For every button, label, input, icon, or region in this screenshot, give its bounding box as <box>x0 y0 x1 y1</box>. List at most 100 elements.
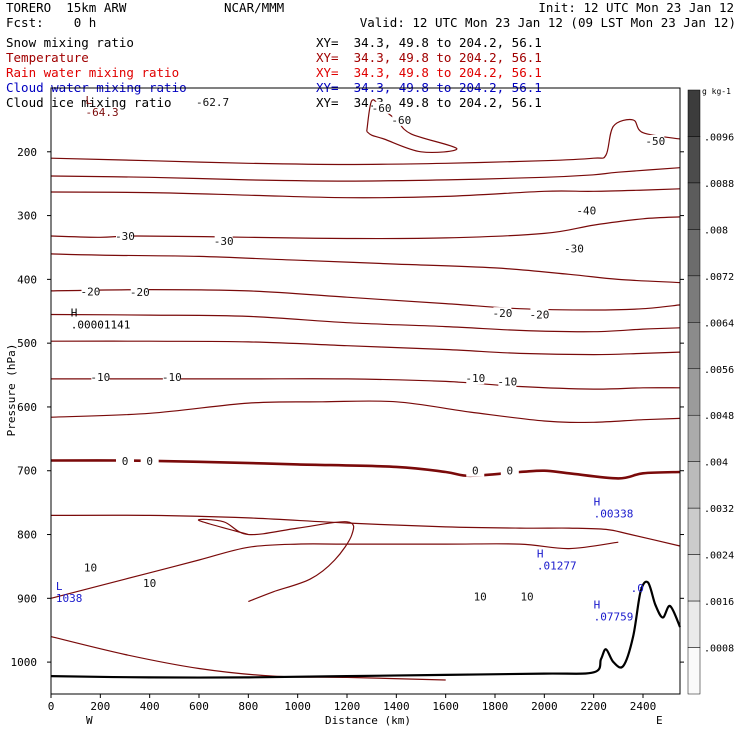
colorbar-tick-label: .0096 <box>704 132 734 143</box>
contour-label-bg <box>500 464 519 477</box>
contour-label-bg <box>140 455 159 468</box>
colorbar-swatch <box>687 275 701 323</box>
colorbar-swatch <box>687 414 701 462</box>
forecast-hour: Fcst: 0 h <box>6 15 97 30</box>
init-time: Init: 12 UTC Mon 23 Jan 12 <box>538 0 734 15</box>
extremum-value: .01277 <box>537 560 577 573</box>
organization-label: NCAR/MMM <box>224 0 285 15</box>
colorbar-tick-label: .0072 <box>704 272 734 283</box>
temperature-contour <box>50 459 681 480</box>
contour-label: -40 <box>576 204 596 217</box>
extremum-value: 1038 <box>56 592 83 605</box>
contour-label: -30 <box>115 230 135 243</box>
contour-label-bg <box>203 96 222 109</box>
west-end-label: W <box>86 714 93 727</box>
colorbar-tick-label: .004 <box>704 458 728 469</box>
contour-label: -10 <box>497 375 517 388</box>
x-tick-label: 2000 <box>531 700 558 713</box>
contour-label: -30 <box>214 235 234 248</box>
contour-label-bg <box>372 101 391 114</box>
x-tick-label: 1000 <box>284 700 311 713</box>
extremum-symbol: H <box>537 548 544 561</box>
contour-label-bg <box>392 113 411 126</box>
contour-label-bg <box>466 464 485 477</box>
temperature-contour <box>50 167 681 182</box>
colorbar-tick-label: .0016 <box>704 597 734 608</box>
contour-label-bg <box>530 308 549 321</box>
contour-label: 0 <box>146 455 153 468</box>
extremum-value: .0 <box>631 582 644 595</box>
x-tick-label: 400 <box>140 700 160 713</box>
contour-label: 10 <box>143 577 156 590</box>
colorbar-tick-label: .008 <box>704 225 728 236</box>
contour-label-bg <box>214 235 233 248</box>
colorbar-swatch <box>687 136 701 184</box>
model-title: TORERO 15km ARW <box>6 0 127 15</box>
extremum-value: .00001141 <box>71 318 131 331</box>
x-axis-title: Distance (km) <box>325 714 411 727</box>
temperature-contour <box>50 119 681 166</box>
colorbar-unit: g kg-1 <box>702 87 731 96</box>
y-tick-label: 1000 <box>11 656 38 669</box>
contour-label: -60 <box>391 114 411 127</box>
contour-label-bg <box>564 242 583 255</box>
x-tick-label: 0 <box>48 700 55 713</box>
contour-label: -20 <box>81 285 101 298</box>
contour-label-bg <box>162 370 181 383</box>
y-axis-title: Pressure (hPa) <box>5 344 18 437</box>
terrain-line <box>50 580 682 679</box>
field-xy-temperature: XY= 34.3, 49.8 to 204.2, 56.1 <box>316 50 542 65</box>
y-tick-label: 200 <box>17 146 37 159</box>
extremum-symbol: H <box>71 306 78 319</box>
field-name-cloud-ice: Cloud ice mixing ratio <box>6 95 172 110</box>
contour-label: -62.7 <box>196 96 229 109</box>
contour-label-bg <box>81 561 100 574</box>
contour-label: 0 <box>506 465 513 478</box>
temperature-contour <box>51 378 681 390</box>
temperature-contour <box>50 313 681 333</box>
colorbar-tick-label: .0008 <box>704 644 734 655</box>
contour-label-bg <box>646 134 665 147</box>
contour-label: -10 <box>90 371 110 384</box>
contour-label: -30 <box>564 243 584 256</box>
valid-time: Valid: 12 UTC Mon 23 Jan 12 (09 LST Mon … <box>359 15 736 30</box>
contour-label-bg <box>518 590 537 603</box>
colorbar-swatch <box>687 229 701 277</box>
temperature-contour <box>50 636 446 681</box>
field-xy-rain: XY= 34.3, 49.8 to 204.2, 56.1 <box>316 65 542 80</box>
contour-label-bg <box>466 372 485 385</box>
contour-label-bg <box>498 375 517 388</box>
contour-label: -20 <box>529 308 549 321</box>
extremum-value: -64.3 <box>86 106 119 119</box>
temperature-contour <box>50 253 681 284</box>
contour-label-bg <box>493 307 512 320</box>
field-name-rain: Rain water mixing ratio <box>6 65 180 80</box>
colorbar-swatch <box>687 368 701 416</box>
colorbar-swatch <box>687 89 701 137</box>
colorbar-swatch <box>687 322 701 370</box>
x-tick-label: 200 <box>90 700 110 713</box>
contour-label: 10 <box>520 590 533 603</box>
temperature-contour <box>50 400 681 424</box>
temperature-contour <box>197 518 355 603</box>
y-tick-label: 300 <box>17 210 37 223</box>
extrema-markers: L-64.3H.00001141L1038H.00338H.01277H.077… <box>56 94 644 624</box>
y-tick-label: 800 <box>17 529 37 542</box>
colorbar-swatch <box>687 182 701 230</box>
contour-label-bg <box>140 577 159 590</box>
contour-label: 10 <box>474 590 487 603</box>
contour-label-bg <box>471 590 490 603</box>
contour-label-bg <box>116 455 134 468</box>
field-xy-snow: XY= 34.3, 49.8 to 204.2, 56.1 <box>316 35 542 50</box>
colorbar-tick-label: .0024 <box>704 551 734 562</box>
contour-label: -50 <box>645 135 665 148</box>
plot-frame <box>50 87 681 695</box>
contour-label: 0 <box>472 465 479 478</box>
x-tick-label: 1400 <box>383 700 410 713</box>
contour-label: -20 <box>130 286 150 299</box>
temperature-contour <box>50 340 681 356</box>
colorbar-tick-label: .0032 <box>704 504 734 515</box>
temperature-contour <box>50 514 681 547</box>
contour-labels: -62.7 -60-60 -50 -40 -30 -30 -30 -20 -20 -20 -20 -1… <box>81 96 665 603</box>
